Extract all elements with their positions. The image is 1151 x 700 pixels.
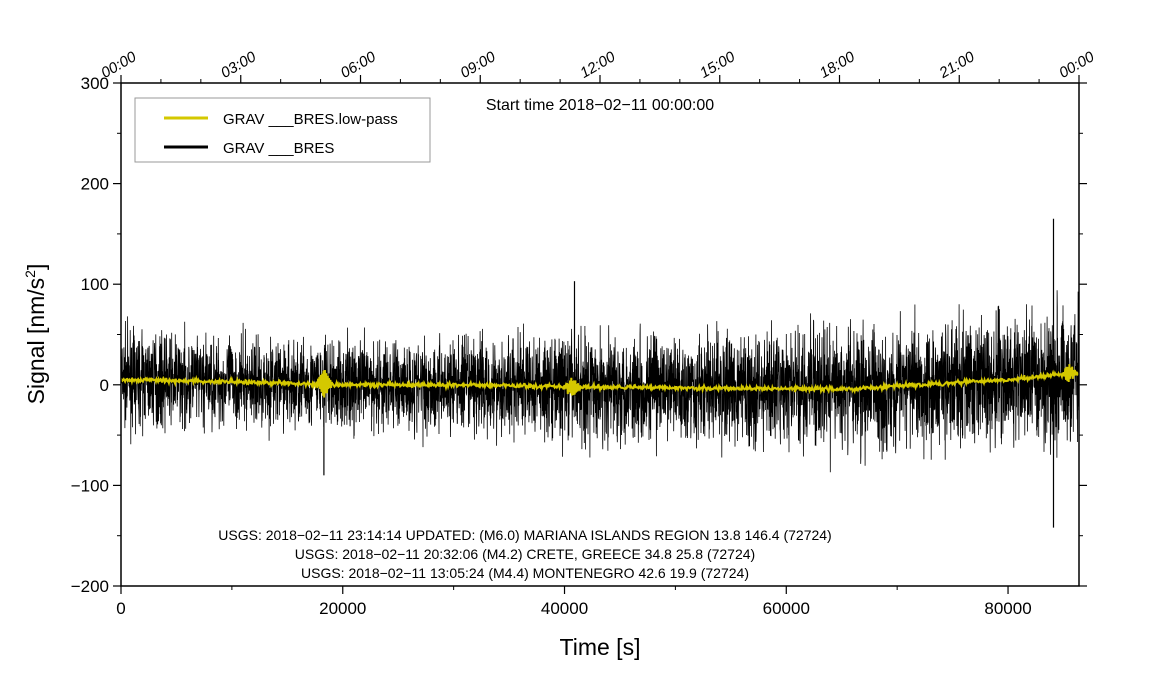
y-tick-label-5: 300 — [81, 74, 109, 93]
top-tick-label-0: 00:00 — [98, 48, 140, 82]
x-tick-label-3: 60000 — [763, 599, 810, 618]
lowpass-signal-line — [120, 364, 1080, 398]
y-tick-label-2: 0 — [100, 376, 109, 395]
legend: GRAV ___BRES.low-pass GRAV ___BRES — [134, 97, 431, 163]
legend-label-lowpass: GRAV ___BRES.low-pass — [223, 111, 398, 128]
x-tick-label-4: 80000 — [984, 599, 1031, 618]
y-tick-label-4: 200 — [81, 175, 109, 194]
top-tick-label-8: 00:00 — [1056, 48, 1098, 82]
annotation-crete: USGS: 2018−02−11 20:32:06 (M4.2) CRETE, … — [295, 546, 755, 562]
top-tick-label-4: 12:00 — [577, 48, 619, 82]
y-axis-title-main: Signal [nm/s — [23, 278, 49, 405]
x-tick-label-1: 20000 — [319, 599, 366, 618]
y-axis: −200 −100 0 100 200 300 — [71, 74, 1087, 596]
top-tick-label-7: 21:00 — [936, 48, 978, 82]
top-tick-label-3: 09:00 — [457, 48, 499, 82]
signal-traces — [120, 218, 1080, 528]
annotation-montenegro: USGS: 2018−02−11 13:05:24 (M4.4) MONTENE… — [301, 565, 749, 581]
y-axis-title-close: ] — [23, 264, 49, 270]
start-time-label: Start time 2018−02−11 00:00:00 — [486, 97, 714, 114]
y-axis-title-superscript: 2 — [22, 270, 38, 278]
annotation-mariana: USGS: 2018−02−11 23:14:14 UPDATED: (M6.0… — [218, 527, 831, 543]
x-axis-title: Time [s] — [560, 634, 641, 660]
y-tick-label-1: −100 — [71, 476, 109, 495]
y-tick-label-0: −200 — [71, 577, 109, 596]
raw-signal-line — [120, 290, 1080, 473]
top-tick-label-1: 03:00 — [218, 48, 260, 82]
x-tick-label-0: 0 — [116, 599, 125, 618]
top-tick-label-6: 18:00 — [817, 48, 859, 82]
y-axis-title: Signal [nm/s2] — [22, 264, 49, 405]
y-tick-label-3: 100 — [81, 275, 109, 294]
legend-label-raw: GRAV ___BRES — [223, 140, 334, 157]
top-tick-label-5: 15:00 — [697, 48, 739, 82]
legend-box — [134, 97, 431, 163]
x-axis: 0 20000 40000 60000 80000 — [116, 586, 1032, 618]
x-tick-label-2: 40000 — [541, 599, 588, 618]
top-time-axis: 00:00 03:00 06:00 09:00 12:00 15:00 18:00 21:00… — [98, 48, 1098, 83]
top-tick-label-2: 06:00 — [338, 48, 380, 82]
